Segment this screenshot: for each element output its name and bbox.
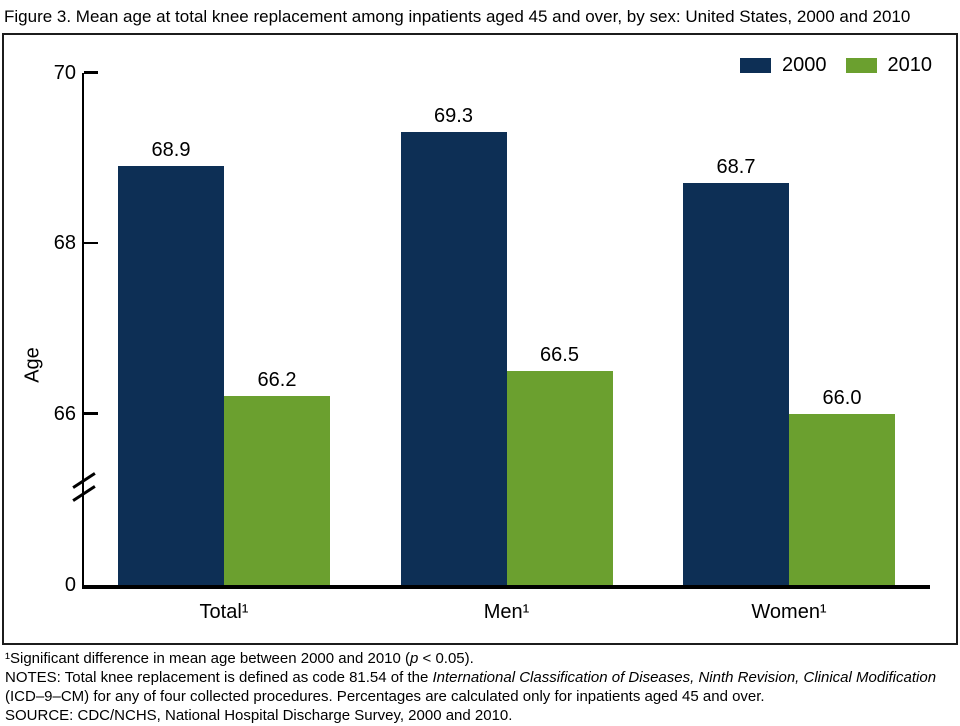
footnotes: ¹Significant difference in mean age betw… [5,649,955,725]
bar [789,413,895,585]
bar-value-label: 66.0 [822,386,862,409]
x-category-label: Women¹ [751,601,827,623]
bar-value-label: 66.2 [257,369,297,392]
bar [506,370,613,585]
bar-value-label: 68.7 [716,156,756,179]
legend-swatch-2000 [740,58,771,73]
footnote-significance: ¹Significant difference in mean age betw… [5,650,474,667]
y-tick-label: 66 [53,402,76,425]
y-axis-title: Age [21,347,44,383]
bar-value-label: 69.3 [434,105,473,128]
y-tick-label: 0 [64,574,76,596]
legend-swatch-2010 [845,58,877,73]
bar [224,396,330,585]
y-tick [84,241,98,245]
x-axis-line [81,585,930,589]
footnote-source: SOURCE: CDC/NCHS, National Hospital Disc… [5,707,513,724]
bar [683,183,789,585]
chart-legend: 2000 2010 [740,54,932,77]
y-tick [84,412,98,415]
legend-item-2000: 2000 [740,54,827,77]
chart-frame: 70 68 66 0 68.9 69.3 68.7 66.2 66.5 66.0 Total¹ Men… [2,33,958,645]
bar-chart-plot-area: 70 68 66 0 68.9 69.3 68.7 66.2 66.5 66.0 Total¹ Men… [4,35,956,643]
x-category-label: Total¹ [199,601,249,623]
x-category-label: Men¹ [483,601,530,623]
bar [400,132,507,585]
bar [118,166,224,585]
figure-title: Figure 3. Mean age at total knee replace… [4,7,911,26]
y-tick [84,71,98,74]
footnote-notes: NOTES: Total knee replacement is defined… [5,669,937,705]
legend-item-2010: 2010 [845,54,933,77]
legend-label-2010: 2010 [887,54,933,76]
y-tick-label: 70 [53,61,76,84]
bar-value-label: 66.5 [540,343,579,366]
y-tick-label: 68 [53,232,76,254]
y-axis-line [81,73,84,589]
legend-label-2000: 2000 [782,54,827,76]
bar-value-label: 68.9 [151,139,191,162]
